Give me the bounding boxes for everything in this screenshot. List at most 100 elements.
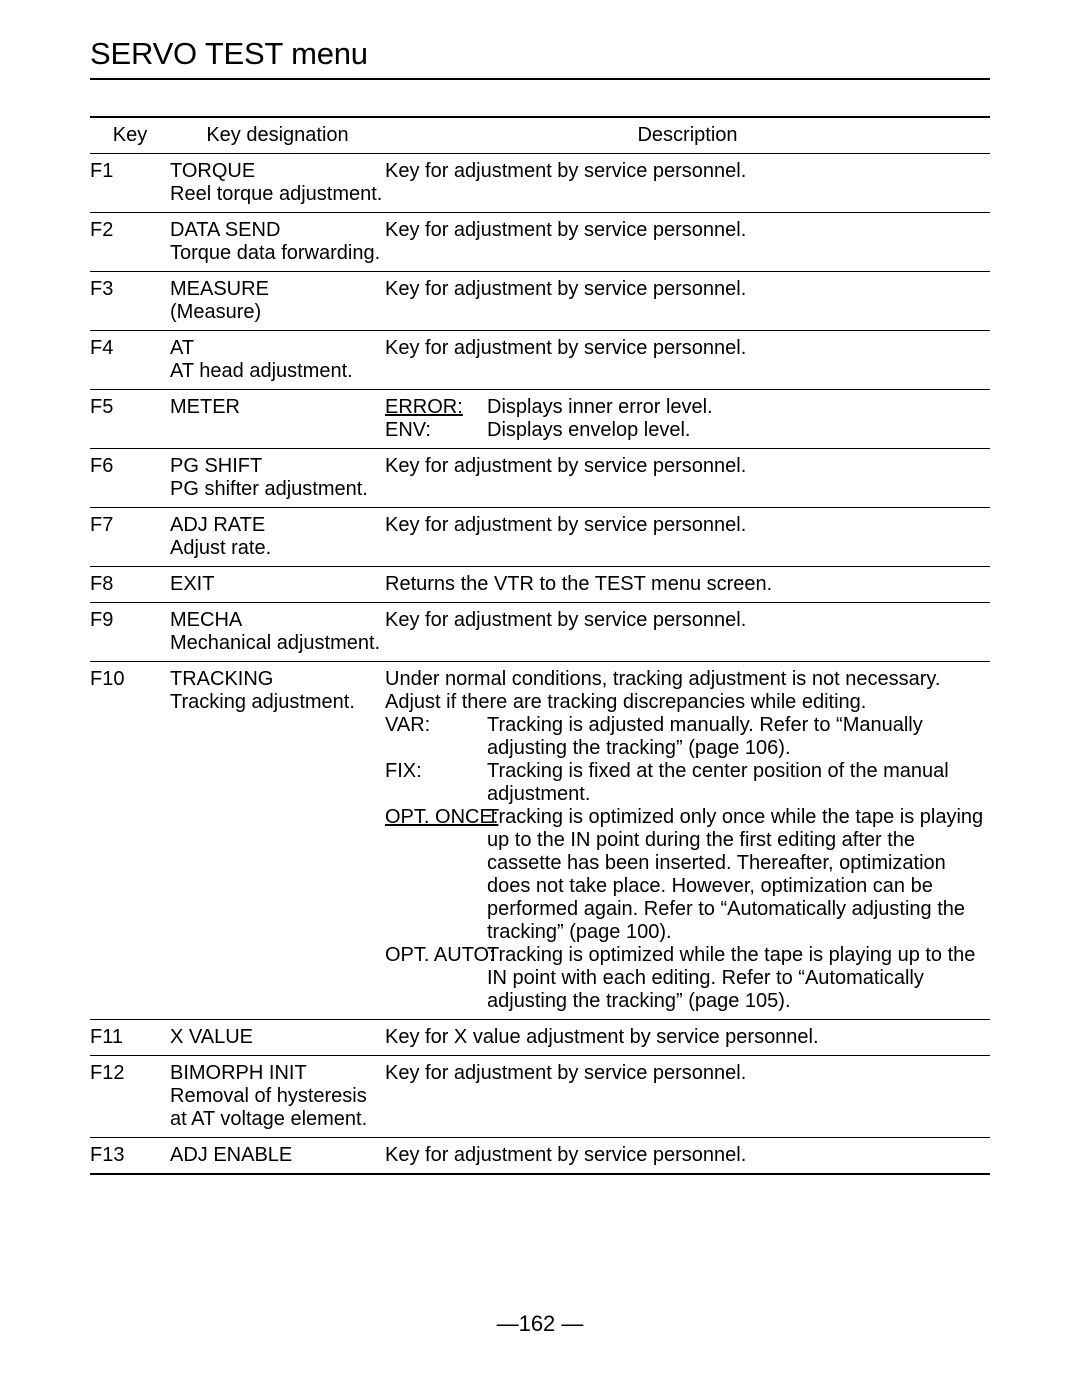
desc-text: Key for adjustment by service personnel.: [385, 609, 746, 631]
cell-description: Key for X value adjustment by service pe…: [385, 1020, 990, 1056]
designation-sub: Adjust rate.: [170, 537, 385, 560]
desc-text: Key for adjustment by service personnel.: [385, 514, 746, 536]
cell-description: Under normal conditions, tracking adjust…: [385, 662, 990, 1020]
cell-description: Key for adjustment by service personnel.: [385, 331, 990, 390]
designation-name: ADJ RATE: [170, 514, 265, 536]
designation-sub: Mechanical adjustment.: [170, 632, 385, 655]
cell-designation: ATAT head adjustment.: [170, 331, 385, 390]
table-row: F8EXIT Returns the VTR to the TEST menu s…: [90, 567, 990, 603]
cell-designation: ADJ ENABLE: [170, 1138, 385, 1175]
designation-name: BIMORPH INIT: [170, 1062, 307, 1084]
cell-key: F5: [90, 390, 170, 449]
cell-key: F8: [90, 567, 170, 603]
cell-designation: X VALUE: [170, 1020, 385, 1056]
table-row: F9MECHAMechanical adjustment.Key for adj…: [90, 603, 990, 662]
table-row: F10TRACKINGTracking adjustment.Under nor…: [90, 662, 990, 1020]
desc-text: Key for adjustment by service personnel.: [385, 455, 746, 477]
designation-name: TORQUE: [170, 160, 255, 182]
desc-lead-line: Adjust if there are tracking discrepanci…: [385, 691, 990, 714]
cell-description: Key for adjustment by service personnel.: [385, 213, 990, 272]
cell-description: Key for adjustment by service personnel.: [385, 272, 990, 331]
desc-text: Key for adjustment by service personnel.: [385, 219, 746, 241]
cell-description: Key for adjustment by service personnel.: [385, 508, 990, 567]
table-row: F3MEASURE(Measure)Key for adjustment by …: [90, 272, 990, 331]
cell-key: F3: [90, 272, 170, 331]
servo-test-table: Key Key designation Description F1TORQUE…: [90, 116, 990, 1175]
desc-text: Key for adjustment by service personnel.: [385, 1144, 746, 1166]
designation-name: X VALUE: [170, 1026, 253, 1048]
cell-designation: METER: [170, 390, 385, 449]
cell-key: F7: [90, 508, 170, 567]
designation-sub: Torque data forwarding.: [170, 242, 385, 265]
table-row: F6PG SHIFTPG shifter adjustment.Key for …: [90, 449, 990, 508]
designation-name: PG SHIFT: [170, 455, 262, 477]
desc-sub-grid: VAR:Tracking is adjusted manually. Refer…: [385, 714, 990, 1013]
col-header-key: Key: [90, 117, 170, 154]
designation-sub: AT head adjustment.: [170, 360, 385, 383]
desc-text: Key for X value adjustment by service pe…: [385, 1026, 819, 1048]
cell-description: Key for adjustment by service personnel.: [385, 449, 990, 508]
cell-description: ERROR:Displays inner error level.ENV:Dis…: [385, 390, 990, 449]
designation-name: DATA SEND: [170, 219, 280, 241]
designation-name: MECHA: [170, 609, 242, 631]
table-row: F12BIMORPH INITRemoval of hysteresis at …: [90, 1056, 990, 1138]
desc-text: Key for adjustment by service personnel.: [385, 1062, 746, 1084]
desc-sub-label: FIX:: [385, 760, 485, 806]
desc-text: Key for adjustment by service personnel.: [385, 337, 746, 359]
table-row: F7ADJ RATEAdjust rate.Key for adjustment…: [90, 508, 990, 567]
cell-designation: DATA SENDTorque data forwarding.: [170, 213, 385, 272]
designation-sub: PG shifter adjustment.: [170, 478, 385, 501]
cell-designation: TRACKINGTracking adjustment.: [170, 662, 385, 1020]
desc-sub-label: ENV:: [385, 419, 485, 442]
designation-name: ADJ ENABLE: [170, 1144, 292, 1166]
col-header-designation: Key designation: [170, 117, 385, 154]
designation-name: METER: [170, 396, 240, 418]
cell-description: Key for adjustment by service personnel.: [385, 1056, 990, 1138]
designation-sub: Tracking adjustment.: [170, 691, 385, 714]
table-row: F2DATA SENDTorque data forwarding.Key fo…: [90, 213, 990, 272]
cell-key: F10: [90, 662, 170, 1020]
desc-sub-text: Tracking is optimized only once while th…: [487, 806, 990, 944]
cell-designation: ADJ RATEAdjust rate.: [170, 508, 385, 567]
cell-designation: EXIT: [170, 567, 385, 603]
cell-designation: MEASURE(Measure): [170, 272, 385, 331]
cell-description: Returns the VTR to the TEST menu screen.: [385, 567, 990, 603]
cell-designation: PG SHIFTPG shifter adjustment.: [170, 449, 385, 508]
desc-sub-label: OPT. ONCE:: [385, 806, 485, 944]
cell-description: Key for adjustment by service personnel.: [385, 603, 990, 662]
desc-sub-text: Tracking is optimized while the tape is …: [487, 944, 990, 1013]
designation-name: MEASURE: [170, 278, 269, 300]
table-row: F11X VALUEKey for X value adjustment by …: [90, 1020, 990, 1056]
cell-designation: MECHAMechanical adjustment.: [170, 603, 385, 662]
page-number: —162 —: [0, 1311, 1080, 1337]
col-header-description: Description: [385, 117, 990, 154]
cell-key: F6: [90, 449, 170, 508]
cell-key: F12: [90, 1056, 170, 1138]
table-row: F13ADJ ENABLE Key for adjustment by servi…: [90, 1138, 990, 1175]
table-row: F4ATAT head adjustment.Key for adjustmen…: [90, 331, 990, 390]
desc-sub-label: OPT. AUTO:: [385, 944, 485, 1013]
cell-key: F1: [90, 154, 170, 213]
desc-sub-text: Displays envelop level.: [487, 419, 990, 442]
desc-sub-grid: ERROR:Displays inner error level.ENV:Dis…: [385, 396, 990, 442]
cell-key: F13: [90, 1138, 170, 1175]
desc-sub-text: Tracking is fixed at the center position…: [487, 760, 990, 806]
desc-sub-label: ERROR:: [385, 396, 485, 419]
table-header-row: Key Key designation Description: [90, 117, 990, 154]
cell-key: F4: [90, 331, 170, 390]
desc-text: Key for adjustment by service personnel.: [385, 160, 746, 182]
table-row: F5METER ERROR:Displays inner error level.…: [90, 390, 990, 449]
designation-sub: Removal of hysteresis at AT voltage elem…: [170, 1085, 385, 1131]
cell-description: Key for adjustment by service personnel.: [385, 154, 990, 213]
desc-sub-label: VAR:: [385, 714, 485, 760]
cell-designation: TORQUEReel torque adjustment.: [170, 154, 385, 213]
cell-description: Key for adjustment by service personnel.: [385, 1138, 990, 1175]
table-row: F1TORQUEReel torque adjustment.Key for a…: [90, 154, 990, 213]
desc-sub-text: Tracking is adjusted manually. Refer to …: [487, 714, 990, 760]
designation-name: EXIT: [170, 573, 214, 595]
designation-name: AT: [170, 337, 194, 359]
designation-name: TRACKING: [170, 668, 273, 690]
cell-key: F2: [90, 213, 170, 272]
page-title: SERVO TEST menu: [90, 36, 990, 80]
desc-text: Returns the VTR to the TEST menu screen.: [385, 573, 772, 595]
